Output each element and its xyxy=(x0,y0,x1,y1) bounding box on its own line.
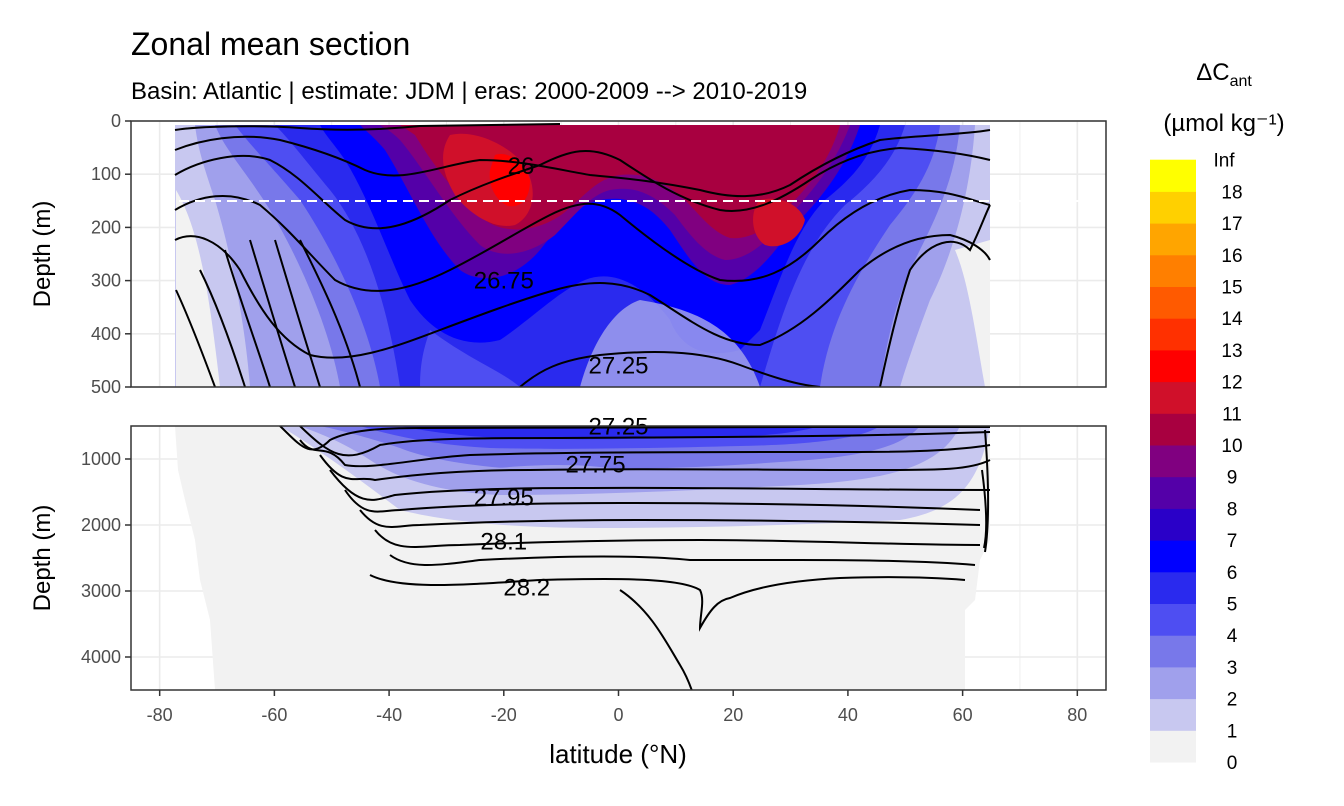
legend-label: 1 xyxy=(1227,721,1238,742)
legend-label: 11 xyxy=(1222,404,1242,425)
legend-swatch xyxy=(1150,413,1196,446)
legend-swatch xyxy=(1150,254,1196,287)
y-axis-label-upper: Depth (m) xyxy=(29,201,56,308)
contour-label: 26 xyxy=(508,153,535,180)
y-tick-label: 300 xyxy=(91,271,121,291)
legend-title-main: ΔC xyxy=(1196,59,1229,86)
contour-label: 27.25 xyxy=(588,353,648,380)
y-ticks-lower: 1000 2000 3000 4000 xyxy=(81,449,131,667)
legend-swatch xyxy=(1150,508,1196,541)
legend: ΔCant (µmol kg⁻¹) 0123456789101112131415… xyxy=(1150,59,1285,774)
legend-swatch xyxy=(1150,666,1196,700)
legend-swatch xyxy=(1150,349,1196,383)
panel-upper: 26 26.75 27.25 0 100 200 300 400 500 xyxy=(91,111,1107,397)
legend-swatch xyxy=(1150,318,1196,351)
legend-label: 3 xyxy=(1227,658,1238,679)
legend-swatch xyxy=(1150,540,1196,573)
legend-swatch xyxy=(1150,603,1196,636)
y-axis-label-lower: Depth (m) xyxy=(29,505,56,612)
contour-label: 28.1 xyxy=(480,529,527,556)
field-level-11-north xyxy=(753,198,805,247)
contour-label: 27.75 xyxy=(566,451,626,478)
y-tick-label: 400 xyxy=(91,324,121,344)
y-tick-label: 2000 xyxy=(81,515,121,535)
panel-lower: 27.25 27.75 27.95 28.1 28.2 1000 2000 3000 4000 xyxy=(81,414,1107,691)
y-tick-label: 200 xyxy=(91,217,121,237)
legend-label: 0 xyxy=(1227,753,1238,774)
x-tick-label: 40 xyxy=(838,705,858,725)
legend-swatch xyxy=(1150,698,1196,731)
field-level-4-mid xyxy=(420,330,520,387)
field-level-0-north xyxy=(955,240,990,387)
legend-label: 2 xyxy=(1227,690,1238,711)
legend-unit: (µmol kg⁻¹) xyxy=(1163,110,1284,137)
contour-label: 26.75 xyxy=(474,268,534,295)
x-tick-label: -80 xyxy=(147,705,173,725)
legend-label: 6 xyxy=(1227,563,1238,584)
legend-swatch xyxy=(1150,191,1196,224)
legend-label: 12 xyxy=(1221,373,1242,394)
isopycnals-lower xyxy=(279,426,991,690)
y-tick-label: 100 xyxy=(91,164,121,184)
y-ticks-upper: 0 100 200 300 400 500 xyxy=(91,111,131,397)
x-tick-label: -20 xyxy=(491,705,517,725)
chart-title: Zonal mean section xyxy=(131,26,410,62)
contour-labels-lower: 27.25 27.75 27.95 28.1 28.2 xyxy=(474,414,649,602)
x-axis-ticks: -80 -60 -40 -20 0 20 40 60 80 xyxy=(147,690,1087,725)
x-tick-label: 60 xyxy=(953,705,973,725)
legend-title: ΔCant xyxy=(1196,59,1252,90)
y-tick-label: 0 xyxy=(111,111,121,131)
legend-swatch xyxy=(1150,571,1196,604)
legend-label: 18 xyxy=(1221,182,1242,203)
legend-swatch xyxy=(1150,286,1196,319)
contour-label: 28.2 xyxy=(503,575,550,602)
legend-label: 4 xyxy=(1227,626,1238,647)
y-tick-label: 1000 xyxy=(81,449,121,469)
x-tick-label: 0 xyxy=(613,705,623,725)
x-tick-label: -40 xyxy=(376,705,402,725)
contour-label: 27.25 xyxy=(588,414,648,441)
legend-label-top: Inf xyxy=(1213,151,1235,172)
contour-label: 27.95 xyxy=(474,484,534,511)
legend-swatch xyxy=(1150,223,1196,256)
legend-label: 5 xyxy=(1227,595,1238,616)
legend-swatch xyxy=(1150,476,1196,509)
isopycnals-upper xyxy=(174,123,991,387)
legend-label: 10 xyxy=(1221,436,1242,457)
y-tick-label: 3000 xyxy=(81,581,121,601)
x-tick-label: 80 xyxy=(1067,705,1087,725)
legend-label: 14 xyxy=(1221,309,1243,330)
legend-swatch xyxy=(1150,445,1196,478)
x-tick-label: -60 xyxy=(261,705,287,725)
legend-swatch xyxy=(1150,381,1196,414)
legend-title-sub: ant xyxy=(1230,73,1253,90)
field-level-0-south xyxy=(176,190,220,387)
legend-swatch xyxy=(1150,159,1196,192)
legend-label: 9 xyxy=(1227,468,1238,489)
y-tick-label: 500 xyxy=(91,377,121,397)
field-level-12-south xyxy=(489,154,530,207)
legend-label: 7 xyxy=(1227,531,1238,552)
y-tick-label: 4000 xyxy=(81,647,121,667)
contour-labels-upper: 26 26.75 27.25 xyxy=(474,153,649,380)
legend-swatch xyxy=(1150,730,1196,763)
field-level-5-north xyxy=(580,300,760,387)
legend-label: 17 xyxy=(1221,214,1242,235)
legend-label: 16 xyxy=(1221,246,1242,267)
legend-swatch xyxy=(1150,635,1196,668)
legend-label: 13 xyxy=(1221,341,1242,362)
legend-label: 15 xyxy=(1221,278,1242,299)
x-tick-label: 20 xyxy=(723,705,743,725)
chart-subtitle: Basin: Atlantic | estimate: JDM | eras: … xyxy=(131,78,807,105)
x-axis-label: latitude (°N) xyxy=(549,739,687,769)
legend-label: 8 xyxy=(1227,499,1238,520)
